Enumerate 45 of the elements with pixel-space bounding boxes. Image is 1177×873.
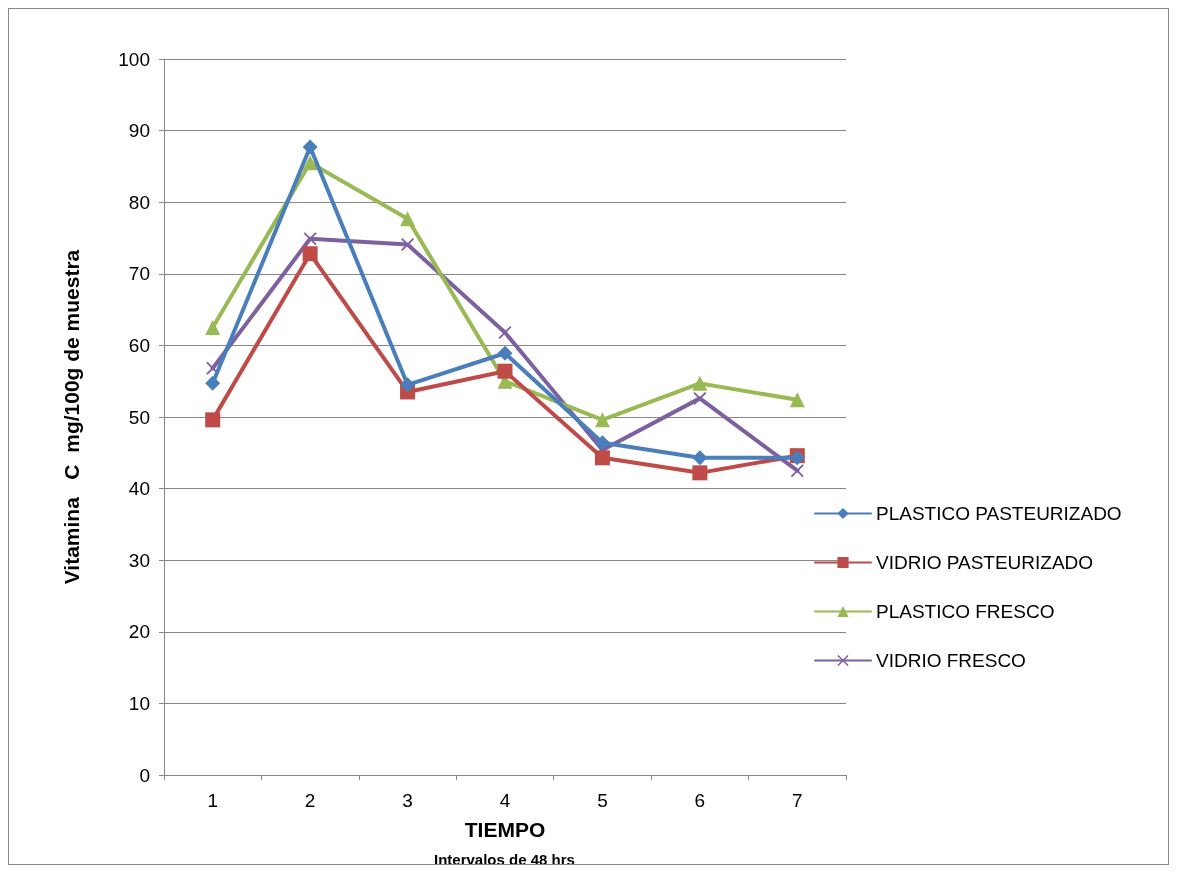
x-tick-label: 4 xyxy=(499,790,511,811)
legend-label: PLASTICO FRESCO xyxy=(876,601,1055,622)
point xyxy=(302,155,318,171)
point xyxy=(692,375,708,391)
y-tick-label: 70 xyxy=(128,263,150,285)
point xyxy=(205,375,221,391)
x-tick-label: 2 xyxy=(304,790,316,811)
point xyxy=(302,139,318,155)
y-tick-label: 60 xyxy=(128,334,150,356)
point xyxy=(302,246,318,262)
y-axis-title: Vitamina C mg/100g de muestra xyxy=(60,249,83,585)
y-tick-label: 80 xyxy=(128,191,150,213)
y-tick-label: 10 xyxy=(128,692,150,714)
point xyxy=(594,412,610,428)
y-tick-label: 90 xyxy=(128,120,150,142)
point xyxy=(205,320,221,335)
y-tick-label: 40 xyxy=(128,478,150,500)
point xyxy=(594,450,610,466)
point xyxy=(303,232,317,246)
x-tick-label: 6 xyxy=(694,790,706,811)
y-tick-label: 20 xyxy=(128,621,150,643)
point xyxy=(692,450,708,466)
x-tick-label: 3 xyxy=(402,790,413,811)
x-tick-label: 7 xyxy=(792,790,803,811)
point xyxy=(400,211,416,227)
x-axis-title: TIEMPO xyxy=(464,818,546,841)
y-tick-label: 0 xyxy=(139,764,150,786)
point xyxy=(205,412,221,428)
point xyxy=(692,465,708,481)
legend-label: VIDRIO FRESCO xyxy=(876,650,1026,671)
y-tick-label: 30 xyxy=(128,549,150,571)
legend-label: PLASTICO PASTEURIZADO xyxy=(876,503,1122,524)
x-tick-label: 5 xyxy=(597,790,608,811)
x-tick-label: 1 xyxy=(207,790,218,811)
y-tick-label: 50 xyxy=(128,406,150,428)
y-tick-label: 100 xyxy=(118,48,150,70)
point xyxy=(594,435,610,451)
legend-label: VIDRIO PASTEURIZADO xyxy=(876,552,1094,573)
point xyxy=(789,392,805,408)
point xyxy=(497,345,513,361)
point xyxy=(693,391,707,405)
point xyxy=(400,377,416,393)
point xyxy=(790,464,804,478)
point xyxy=(497,363,513,379)
point xyxy=(401,237,415,251)
